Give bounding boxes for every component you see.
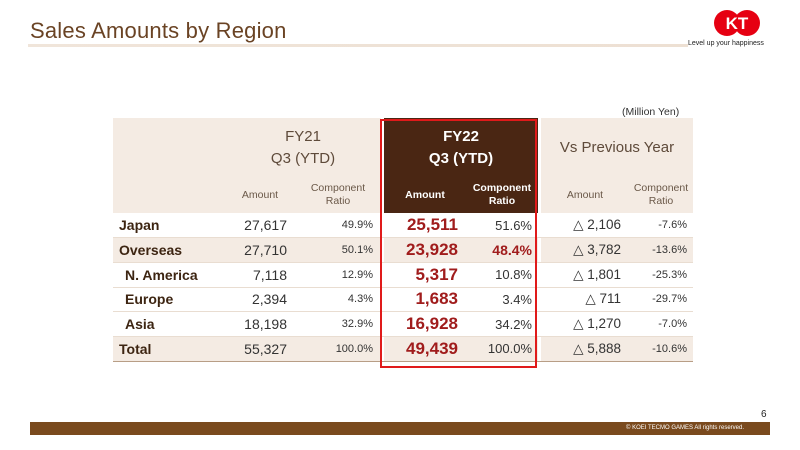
fy21-amount: 2,394 [225,287,295,313]
sales-table: FY21 Q3 (YTD) FY22 Q3 (YTD) Vs Previous … [113,118,693,362]
subheader-vs-ratio-line1: Component [633,182,689,194]
fy22-ratio: 3.4% [466,287,538,313]
fy22-amount: 49,439 [384,336,466,362]
vs-amount: △ 2,106 [541,213,629,239]
vs-amount: △ 5,888 [541,336,629,362]
subheader-fy21-amount: Amount [225,177,295,213]
table-row: Japan 27,617 49.9% 25,511 51.6% △ 2,106 … [113,213,693,239]
subheader-fy22-ratio: Component Ratio [466,177,538,213]
row-label: Asia [113,311,225,337]
header-fy21-line1: FY21 [285,127,321,145]
table-row: Asia 18,198 32.9% 16,928 34.2% △ 1,270 -… [113,311,693,337]
vs-ratio: -13.6% [629,237,693,263]
fy22-amount: 5,317 [384,262,466,288]
fy22-amount: 25,511 [384,213,466,239]
fy21-ratio: 50.1% [295,237,381,263]
table-row: Total 55,327 100.0% 49,439 100.0% △ 5,88… [113,336,693,362]
logo-letters: KT [726,14,749,33]
table-row: Overseas 27,710 50.1% 23,928 48.4% △ 3,7… [113,237,693,263]
table-row: Europe 2,394 4.3% 1,683 3.4% △ 711 -29.7… [113,287,693,313]
fy22-ratio: 51.6% [466,213,538,239]
footer-bar [30,422,770,435]
company-logo: KT [714,10,760,36]
header-fy21: FY21 Q3 (YTD) [225,118,381,177]
vs-amount: △ 1,270 [541,311,629,337]
row-label: Overseas [113,237,225,263]
subheader-vs-ratio: Component Ratio [629,177,693,213]
logo-tagline: Level up your happiness [688,40,764,47]
fy21-ratio: 49.9% [295,213,381,239]
title-underline [28,44,688,47]
vs-ratio: -10.6% [629,336,693,362]
fy21-amount: 18,198 [225,311,295,337]
subheader-fy21-ratio: Component Ratio [295,177,381,213]
header-fy22-line1: FY22 [443,127,479,145]
vs-ratio: -7.0% [629,311,693,337]
vs-ratio: -7.6% [629,213,693,239]
fy22-ratio: 48.4% [466,237,538,263]
fy21-amount: 7,118 [225,262,295,288]
subheader-fy22-amount: Amount [384,177,466,213]
header-fy22: FY22 Q3 (YTD) [384,118,538,177]
fy21-ratio: 4.3% [295,287,381,313]
header-fy21-line2: Q3 (YTD) [270,149,336,167]
copyright-text: © KOEI TECMO GAMES All rights reserved. [626,425,745,431]
fy22-ratio: 100.0% [466,336,538,362]
fy21-ratio: 100.0% [295,336,381,362]
subheader-fy21-ratio-line2: Ratio [325,195,351,207]
page-number: 6 [761,409,767,420]
row-label: Europe [113,287,225,313]
row-label: N. America [113,262,225,288]
vs-amount: △ 1,801 [541,262,629,288]
subheader-fy21-ratio-line1: Component [310,182,366,194]
subheader-fy22-ratio-line1: Component [472,182,532,194]
vs-ratio: -29.7% [629,287,693,313]
fy22-amount: 16,928 [384,311,466,337]
fy21-amount: 27,710 [225,237,295,263]
row-label: Japan [113,213,225,239]
table-row: N. America 7,118 12.9% 5,317 10.8% △ 1,8… [113,262,693,288]
header-fy22-line2: Q3 (YTD) [428,149,494,167]
fy22-ratio: 34.2% [466,311,538,337]
fy21-ratio: 32.9% [295,311,381,337]
subheader-fy22-ratio-line2: Ratio [488,195,516,207]
vs-amount: △ 711 [541,287,629,313]
header-blank [113,118,225,213]
header-vs-previous-year: Vs Previous Year [541,118,693,177]
fy22-ratio: 10.8% [466,262,538,288]
unit-label: (Million Yen) [622,106,680,118]
fy22-amount: 23,928 [384,237,466,263]
row-label: Total [113,336,225,362]
fy21-amount: 27,617 [225,213,295,239]
subheader-vs-ratio-line2: Ratio [648,195,674,207]
subheader-vs-amount: Amount [541,177,629,213]
fy21-ratio: 12.9% [295,262,381,288]
vs-amount: △ 3,782 [541,237,629,263]
vs-ratio: -25.3% [629,262,693,288]
fy22-amount: 1,683 [384,287,466,313]
fy21-amount: 55,327 [225,336,295,362]
page-title: Sales Amounts by Region [30,18,287,43]
